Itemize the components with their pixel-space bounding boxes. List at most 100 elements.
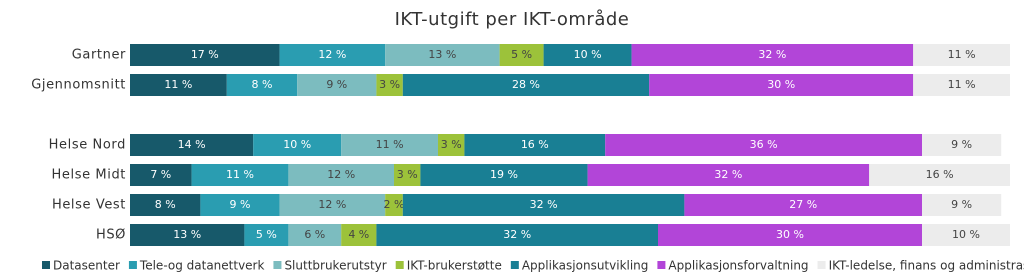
bar-segment (288, 164, 394, 186)
legend-marker (510, 261, 519, 269)
value-label: 12 % (318, 198, 346, 211)
bar-segment (244, 224, 289, 246)
value-label: 16 % (926, 168, 954, 181)
value-label: 30 % (776, 228, 804, 241)
y-tick-label: Helse Midt (52, 168, 126, 183)
value-label: 16 % (521, 138, 549, 151)
bar-segment (420, 164, 588, 186)
value-label: 6 % (304, 228, 325, 241)
value-label: 8 % (252, 78, 273, 91)
bar-segment (922, 224, 1010, 246)
value-label: 11 % (948, 48, 976, 61)
bar-segment (130, 74, 227, 96)
legend-marker (273, 261, 282, 269)
bar-segment (297, 74, 377, 96)
legend-marker (657, 261, 666, 269)
value-label: 32 % (758, 48, 786, 61)
value-label: 10 % (283, 138, 311, 151)
bar-segment (130, 224, 245, 246)
bar-segment (658, 224, 922, 246)
value-label: 5 % (256, 228, 277, 241)
value-label: 3 % (441, 138, 462, 151)
y-tick-label: HSØ (96, 228, 126, 243)
value-label: 36 % (750, 138, 778, 151)
value-label: 12 % (327, 168, 355, 181)
y-tick-label: Helse Vest (52, 198, 126, 213)
bar-segment (402, 194, 685, 216)
bar-segment (130, 164, 192, 186)
value-label: 11 % (226, 168, 254, 181)
bar-segment (200, 194, 280, 216)
value-label: 4 % (348, 228, 369, 241)
bar-segment (913, 44, 1010, 66)
legend-label: IKT-ledelse, finans og administrasjon (829, 259, 1024, 273)
value-label: 32 % (530, 198, 558, 211)
value-label: 9 % (230, 198, 251, 211)
bar-segment (605, 134, 922, 156)
y-tick-label: Helse Nord (49, 138, 126, 153)
value-label: 11 % (948, 78, 976, 91)
legend-label: Applikasjonsutvikling (522, 259, 649, 273)
legend-marker (395, 261, 404, 269)
value-label: 12 % (318, 48, 346, 61)
value-label: 32 % (714, 168, 742, 181)
bar-segment (438, 134, 465, 156)
bar-segment (341, 134, 438, 156)
legend-label: Sluttbrukerutstyr (284, 259, 386, 273)
value-label: 28 % (512, 78, 540, 91)
value-label: 2 % (384, 198, 405, 211)
value-label: 32 % (503, 228, 531, 241)
legend-label: IKT-brukerstøtte (407, 259, 502, 273)
value-label: 14 % (178, 138, 206, 151)
bar-segment (226, 74, 298, 96)
value-label: 27 % (789, 198, 817, 211)
bar-segment (922, 194, 1002, 216)
legend-label: Applikasjonsforvaltning (668, 259, 808, 273)
value-label: 9 % (951, 138, 972, 151)
value-label: 7 % (150, 168, 171, 181)
value-label: 19 % (490, 168, 518, 181)
value-label: 13 % (428, 48, 456, 61)
bar-segment (587, 164, 870, 186)
bar-segment (499, 44, 544, 66)
bar-segment (394, 164, 421, 186)
bar-segment (385, 194, 403, 216)
bar-segment (130, 44, 280, 66)
y-tick-label: Gartner (72, 48, 126, 63)
value-label: 9 % (951, 198, 972, 211)
value-label: 13 % (173, 228, 201, 241)
bar-segment (402, 74, 650, 96)
bar-segment (684, 194, 922, 216)
bar-segment (279, 194, 386, 216)
value-label: 11 % (164, 78, 192, 91)
bar-segment (191, 164, 289, 186)
value-label: 17 % (191, 48, 219, 61)
value-label: 3 % (379, 78, 400, 91)
bar-segment (649, 74, 914, 96)
bar-segment (130, 134, 254, 156)
bar-segment (464, 134, 606, 156)
value-label: 5 % (511, 48, 532, 61)
bar-segment (385, 44, 500, 66)
y-tick-label: Gjennomsnitt (31, 78, 126, 93)
bar-segment (543, 44, 632, 66)
value-label: 11 % (376, 138, 404, 151)
value-label: 10 % (574, 48, 602, 61)
legend-marker (128, 261, 137, 269)
value-label: 30 % (767, 78, 795, 91)
bar-segment (376, 74, 403, 96)
value-label: 8 % (155, 198, 176, 211)
legend-marker (42, 261, 50, 269)
bar-segment (913, 74, 1010, 96)
bar-segment (631, 44, 914, 66)
value-label: 10 % (952, 228, 980, 241)
value-label: 3 % (397, 168, 418, 181)
bar-segment (288, 224, 342, 246)
legend-marker (817, 261, 826, 269)
legend-label: Tele-og datanettverk (139, 259, 265, 273)
bar-segment (279, 44, 386, 66)
legend-label: Datasenter (53, 259, 120, 273)
bar-segment (922, 134, 1002, 156)
bar-segment (341, 224, 377, 246)
